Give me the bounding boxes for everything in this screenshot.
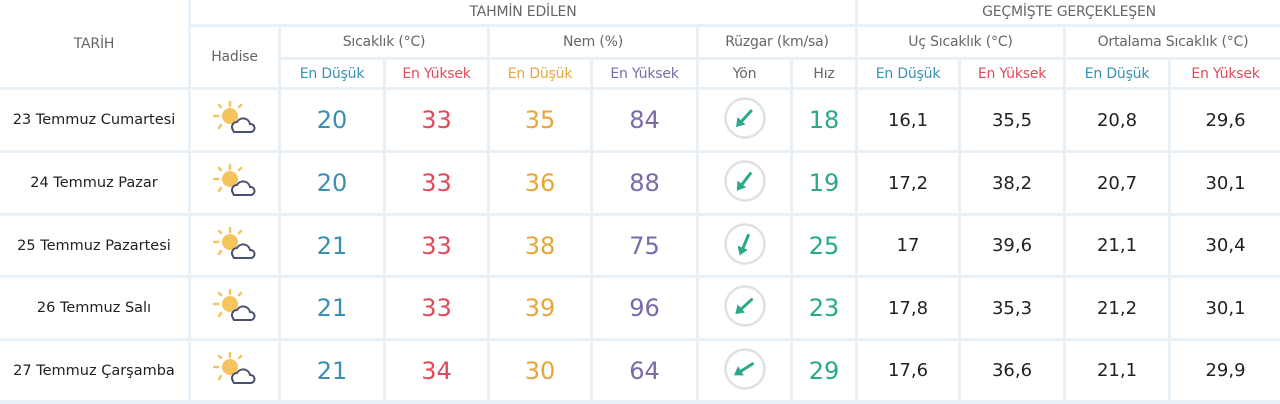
header-temp-max: En Yüksek (386, 60, 487, 87)
humidity-max-cell: 64 (593, 341, 696, 400)
partly-cloudy-icon (212, 163, 257, 203)
avg-max-cell: 30,4 (1171, 216, 1280, 275)
wind-direction-cell (699, 216, 790, 275)
extreme-min-cell: 17,2 (858, 153, 958, 213)
temp-max-cell: 33 (386, 153, 487, 213)
temp-max-cell: 33 (386, 90, 487, 150)
wind-speed-cell: 23 (793, 278, 855, 338)
avg-min-cell: 21,1 (1066, 341, 1168, 400)
header-event: Hadise (191, 27, 278, 87)
wind-direction-cell (699, 153, 790, 213)
extreme-min-cell: 17,8 (858, 278, 958, 338)
date-cell: 24 Temmuz Pazar (0, 153, 188, 213)
temp-max-cell: 33 (386, 216, 487, 275)
header-wind: Rüzgar (km/sa) (699, 27, 855, 57)
wind-direction-cell (699, 90, 790, 150)
header-avg-temp: Ortalama Sıcaklık (°C) (1066, 27, 1280, 57)
date-cell: 25 Temmuz Pazartesi (0, 216, 188, 275)
avg-min-cell: 21,2 (1066, 278, 1168, 338)
wind-arrow-icon (723, 347, 767, 395)
humidity-min-cell: 39 (490, 278, 590, 338)
avg-max-cell: 29,9 (1171, 341, 1280, 400)
extreme-max-cell: 38,2 (961, 153, 1063, 213)
partly-cloudy-icon (212, 351, 257, 391)
partly-cloudy-icon (212, 226, 257, 266)
header-date: TARİH (0, 0, 188, 87)
header-temp: Sıcaklık (°C) (281, 27, 487, 57)
temp-min-cell: 20 (281, 90, 383, 150)
header-humidity: Nem (%) (490, 27, 696, 57)
weather-icon-cell (191, 278, 278, 338)
header-wind-dir: Yön (699, 60, 790, 87)
wind-direction-cell (699, 341, 790, 400)
header-extreme-temp: Uç Sıcaklık (°C) (858, 27, 1063, 57)
humidity-min-cell: 38 (490, 216, 590, 275)
header-temp-min: En Düşük (281, 60, 383, 87)
temp-min-cell: 21 (281, 216, 383, 275)
date-cell: 26 Temmuz Salı (0, 278, 188, 338)
humidity-min-cell: 30 (490, 341, 590, 400)
humidity-max-cell: 96 (593, 278, 696, 338)
extreme-min-cell: 17,6 (858, 341, 958, 400)
wind-speed-cell: 19 (793, 153, 855, 213)
humidity-max-cell: 75 (593, 216, 696, 275)
header-hum-max: En Yüksek (593, 60, 696, 87)
partly-cloudy-icon (212, 100, 257, 140)
extreme-max-cell: 36,6 (961, 341, 1063, 400)
header-avg-min: En Düşük (1066, 60, 1168, 87)
avg-min-cell: 20,7 (1066, 153, 1168, 213)
avg-max-cell: 30,1 (1171, 153, 1280, 213)
header-ext-max: En Yüksek (961, 60, 1063, 87)
temp-min-cell: 20 (281, 153, 383, 213)
avg-min-cell: 21,1 (1066, 216, 1168, 275)
extreme-max-cell: 35,5 (961, 90, 1063, 150)
weather-icon-cell (191, 153, 278, 213)
extreme-max-cell: 39,6 (961, 216, 1063, 275)
wind-direction-cell (699, 278, 790, 338)
header-wind-speed: Hız (793, 60, 855, 87)
extreme-min-cell: 16,1 (858, 90, 958, 150)
extreme-min-cell: 17 (858, 216, 958, 275)
header-avg-max: En Yüksek (1171, 60, 1280, 87)
humidity-max-cell: 88 (593, 153, 696, 213)
header-forecast: TAHMİN EDİLEN (191, 0, 855, 24)
partly-cloudy-icon (212, 288, 257, 328)
wind-arrow-icon (723, 159, 767, 207)
wind-arrow-icon (723, 284, 767, 332)
humidity-min-cell: 35 (490, 90, 590, 150)
avg-max-cell: 29,6 (1171, 90, 1280, 150)
date-cell: 27 Temmuz Çarşamba (0, 341, 188, 400)
date-cell: 23 Temmuz Cumartesi (0, 90, 188, 150)
weather-icon-cell (191, 90, 278, 150)
weather-icon-cell (191, 341, 278, 400)
temp-max-cell: 33 (386, 278, 487, 338)
avg-max-cell: 30,1 (1171, 278, 1280, 338)
extreme-max-cell: 35,3 (961, 278, 1063, 338)
header-past: GEÇMİŞTE GERÇEKLEŞEN (858, 0, 1280, 24)
temp-max-cell: 34 (386, 341, 487, 400)
wind-speed-cell: 25 (793, 216, 855, 275)
wind-speed-cell: 18 (793, 90, 855, 150)
temp-min-cell: 21 (281, 341, 383, 400)
avg-min-cell: 20,8 (1066, 90, 1168, 150)
header-ext-min: En Düşük (858, 60, 958, 87)
humidity-min-cell: 36 (490, 153, 590, 213)
wind-arrow-icon (723, 96, 767, 144)
temp-min-cell: 21 (281, 278, 383, 338)
wind-arrow-icon (723, 222, 767, 270)
weather-icon-cell (191, 216, 278, 275)
humidity-max-cell: 84 (593, 90, 696, 150)
header-hum-min: En Düşük (490, 60, 590, 87)
wind-speed-cell: 29 (793, 341, 855, 400)
